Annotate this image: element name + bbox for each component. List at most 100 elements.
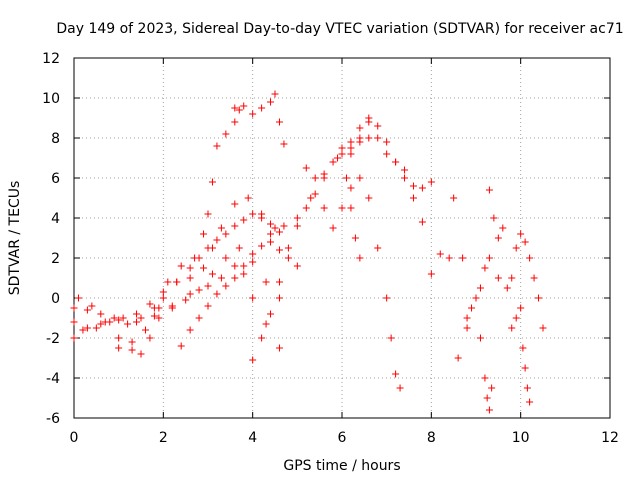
data-point (517, 304, 525, 312)
y-tick-label: 8 (51, 131, 60, 147)
data-point (347, 150, 355, 158)
data-point (526, 398, 534, 406)
x-tick-label: 0 (70, 430, 79, 446)
data-point (258, 334, 266, 342)
series-track-16 (508, 304, 534, 406)
data-point (88, 302, 96, 310)
data-point (472, 294, 480, 302)
data-point (137, 350, 145, 358)
data-point (244, 194, 252, 202)
data-point (231, 262, 239, 270)
data-point (133, 318, 141, 326)
data-point (342, 174, 350, 182)
data-point (74, 294, 82, 302)
data-point (508, 324, 516, 332)
data-point (240, 216, 248, 224)
data-point (258, 214, 266, 222)
x-axis-label: GPS time / hours (283, 458, 400, 474)
data-point (240, 102, 248, 110)
data-point (347, 204, 355, 212)
data-point (222, 130, 230, 138)
series-track-15 (485, 230, 547, 332)
data-point (374, 244, 382, 252)
data-point (240, 262, 248, 270)
data-point (271, 224, 279, 232)
data-point (392, 370, 400, 378)
data-point (356, 174, 364, 182)
data-point (186, 274, 194, 282)
y-tick-label: -6 (46, 411, 60, 427)
data-point (186, 290, 194, 298)
data-point (293, 222, 301, 230)
axis-ticks (73, 57, 611, 419)
data-point (70, 334, 78, 342)
y-tick-label: 2 (51, 251, 60, 267)
data-point (101, 318, 109, 326)
data-point (200, 264, 208, 272)
data-point (521, 364, 529, 372)
data-point (275, 294, 283, 302)
data-point (204, 282, 212, 290)
data-point (150, 312, 158, 320)
data-point (267, 310, 275, 318)
data-point (320, 170, 328, 178)
data-point (83, 324, 91, 332)
data-point (92, 324, 100, 332)
data-point (83, 306, 91, 314)
data-point (235, 244, 243, 252)
data-point (356, 124, 364, 132)
chart-title: Day 149 of 2023, Sidereal Day-to-day VTE… (56, 21, 623, 37)
data-point (115, 334, 123, 342)
data-point (213, 290, 221, 298)
data-point (267, 220, 275, 228)
data-point (110, 314, 118, 322)
data-point (396, 384, 404, 392)
series-track-7 (177, 238, 301, 350)
data-point (186, 326, 194, 334)
data-point (481, 374, 489, 382)
data-point (262, 278, 270, 286)
data-point (481, 264, 489, 272)
data-point (488, 384, 496, 392)
series-track-12 (338, 144, 364, 262)
data-point (79, 326, 87, 334)
data-point (485, 186, 493, 194)
data-point (293, 262, 301, 270)
y-tick-label: 4 (51, 211, 60, 227)
data-point (208, 270, 216, 278)
data-point (222, 254, 230, 262)
data-point (401, 174, 409, 182)
data-point (512, 314, 520, 322)
data-point (235, 106, 243, 114)
data-point (329, 158, 337, 166)
data-point (146, 334, 154, 342)
series-track-10 (302, 164, 404, 392)
data-point (302, 164, 310, 172)
data-point (526, 254, 534, 262)
data-point (275, 246, 283, 254)
data-point (347, 138, 355, 146)
series-track-2 (115, 244, 283, 352)
data-point (436, 250, 444, 258)
data-point (231, 274, 239, 282)
series-track-1 (70, 262, 283, 352)
data-point (182, 296, 190, 304)
data-point (523, 384, 531, 392)
data-point (365, 134, 373, 142)
series-track-6 (231, 90, 288, 148)
y-tick-label: -4 (46, 371, 60, 387)
data-point (249, 210, 257, 218)
data-point (338, 204, 346, 212)
data-point (159, 288, 167, 296)
data-point (463, 314, 471, 322)
data-point (307, 194, 315, 202)
data-point (231, 222, 239, 230)
data-point (195, 314, 203, 322)
data-point (70, 304, 78, 312)
data-point (387, 334, 395, 342)
data-point (168, 304, 176, 312)
data-point (418, 218, 426, 226)
data-point (409, 182, 417, 190)
data-point (284, 254, 292, 262)
data-point (128, 346, 136, 354)
